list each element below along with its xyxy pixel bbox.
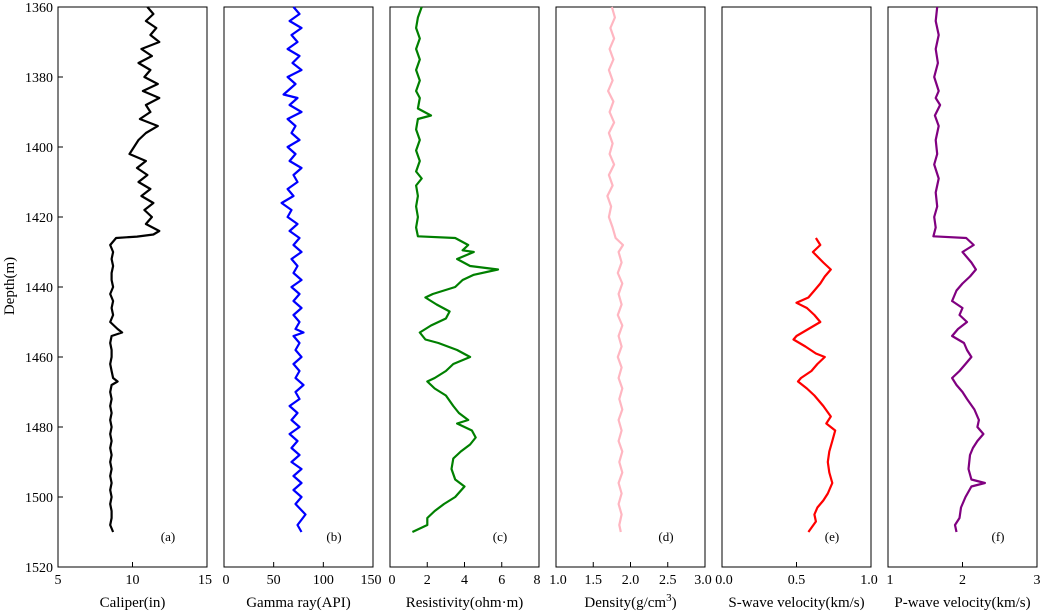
x-axis-label: P-wave velocity(km/s) (894, 595, 1030, 611)
x-axis-label-text: Density(g/cm (584, 595, 666, 611)
x-axis-label-text: S-wave velocity(km/s) (728, 595, 864, 611)
x-axis-label-superscript: 3 (666, 592, 672, 604)
x-tick-label: 2.0 (622, 573, 640, 588)
x-axis-label-text: Gamma ray(API) (246, 595, 351, 611)
x-tick-label: 10 (126, 573, 140, 588)
x-axis-label-text: P-wave velocity(km/s) (894, 595, 1030, 611)
x-axis-label: Caliper(in) (100, 595, 166, 611)
panel-tag: (f) (992, 529, 1005, 544)
panel-frame (555, 6, 706, 568)
panel-d: 1.0 1.5 2.0 2.5 3.0 Density(g/cm3) (d) (549, 6, 712, 611)
panel-f: 1 2 3 P-wave velocity(km/s) (f) (887, 6, 1041, 611)
x-tick-label: 1.5 (585, 573, 603, 588)
x-tick-label: 50 (267, 573, 281, 588)
x-tick-label: 2 (424, 573, 431, 588)
x-tick-label: 0 (223, 573, 230, 588)
x-tick-label: 15 (198, 573, 212, 588)
x-axis-label: Resistivity(ohm·m) (406, 595, 524, 611)
x-tick-label: 3.0 (694, 573, 712, 588)
panel-frame (223, 6, 374, 568)
x-tick-label: 150 (361, 573, 382, 588)
panel-c: 0 2 4 6 8 Resistivity(ohm·m) (c) (389, 6, 541, 611)
x-tick-label: 5 (55, 573, 62, 588)
y-tick-label: 1500 (25, 491, 53, 506)
panel-tag: (d) (658, 529, 673, 544)
log-curve (792, 237, 837, 533)
y-tick-label: 1400 (25, 141, 53, 156)
log-curve (280, 6, 307, 533)
y-tick-label: 1420 (25, 211, 53, 226)
x-tick-label: 0.0 (715, 573, 733, 588)
panel-frame (57, 6, 208, 568)
log-curve (606, 6, 625, 533)
x-tick-label: 1 (887, 573, 894, 588)
log-curve (109, 6, 161, 533)
panel-frame (887, 6, 1038, 568)
y-tick-label: 1440 (25, 281, 53, 296)
x-tick-label: 1.0 (549, 573, 567, 588)
x-tick-label: 4 (461, 573, 468, 588)
panel-tag: (a) (161, 529, 175, 544)
panel-frame (389, 6, 540, 568)
x-axis-label-text: Caliper(in) (100, 595, 166, 611)
y-tick-label: 1480 (25, 421, 53, 436)
x-tick-label: 100 (313, 573, 334, 588)
x-tick-label: 8 (534, 573, 541, 588)
log-curve (411, 6, 500, 533)
panel-b: 0 50 100 150 Gamma ray(API) (b) (223, 6, 382, 611)
y-tick-label: 1520 (25, 561, 53, 576)
x-axis-label: S-wave velocity(km/s) (728, 595, 864, 611)
panel-tag: (b) (326, 529, 341, 544)
y-tick-label: 1460 (25, 351, 53, 366)
x-axis-label: Density(g/cm3) (584, 592, 676, 611)
x-tick-label: 6 (498, 573, 505, 588)
x-axis-label-suffix: ) (672, 595, 677, 611)
y-axis: 1360 1380 1400 1420 1440 1460 1480 1500 1520 (25, 1, 63, 576)
x-tick-label: 2 (959, 573, 966, 588)
x-tick-label: 0 (389, 573, 396, 588)
x-tick-label: 2.5 (659, 573, 677, 588)
x-tick-label: 0.5 (788, 573, 806, 588)
panel-e: 0.0 0.5 1.0 S-wave velocity(km/s) (e) (715, 6, 878, 611)
x-axis-label: Gamma ray(API) (246, 595, 351, 611)
panel-tag: (c) (493, 529, 507, 544)
x-tick-label: 1.0 (860, 573, 878, 588)
x-axis-label-text: Resistivity(ohm·m) (406, 595, 524, 611)
y-tick-label: 1360 (25, 1, 53, 16)
panel-tag: (e) (825, 529, 839, 544)
x-tick-label: 3 (1034, 573, 1041, 588)
y-tick-label: 1380 (25, 71, 53, 86)
panel-a: 5 10 15 Caliper(in) (a) (55, 6, 212, 611)
panel-frame (721, 6, 872, 568)
log-curve (932, 6, 987, 533)
y-axis-label: Depth(m) (2, 257, 18, 315)
